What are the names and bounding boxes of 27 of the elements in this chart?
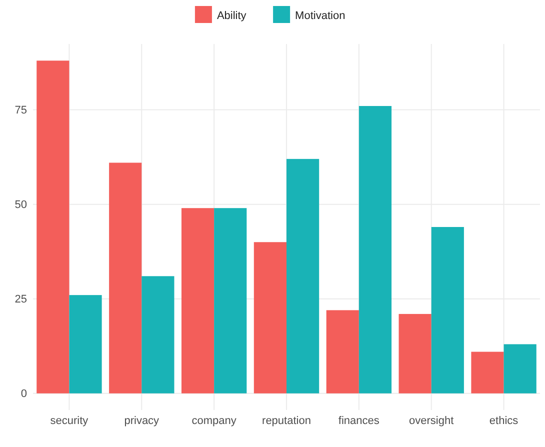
x-tick-label: finances (338, 415, 380, 427)
legend-label: Motivation (295, 10, 346, 22)
bar (109, 162, 142, 394)
bar (504, 344, 536, 394)
bar (214, 208, 247, 394)
bar (181, 208, 214, 394)
bar (254, 242, 286, 394)
x-tick-label: company (192, 415, 237, 427)
bar (69, 295, 102, 394)
bar (36, 60, 70, 394)
x-tick-label: security (50, 415, 89, 427)
y-tick-label: 75 (14, 104, 27, 117)
bar (326, 310, 359, 394)
x-tick-label: ethics (489, 415, 519, 427)
bar (471, 352, 504, 394)
y-tick-label: 25 (14, 294, 27, 306)
bar (398, 314, 432, 394)
x-tick-label: reputation (262, 415, 311, 427)
y-tick-label: 0 (20, 388, 27, 400)
bar (142, 276, 174, 394)
bar (358, 106, 392, 394)
legend-label: Ability (216, 10, 247, 22)
x-tick-label: oversight (409, 415, 454, 427)
y-tick-label: 50 (14, 199, 27, 212)
x-tick-label: privacy (124, 415, 160, 427)
bar (286, 158, 320, 394)
bar (431, 227, 464, 394)
